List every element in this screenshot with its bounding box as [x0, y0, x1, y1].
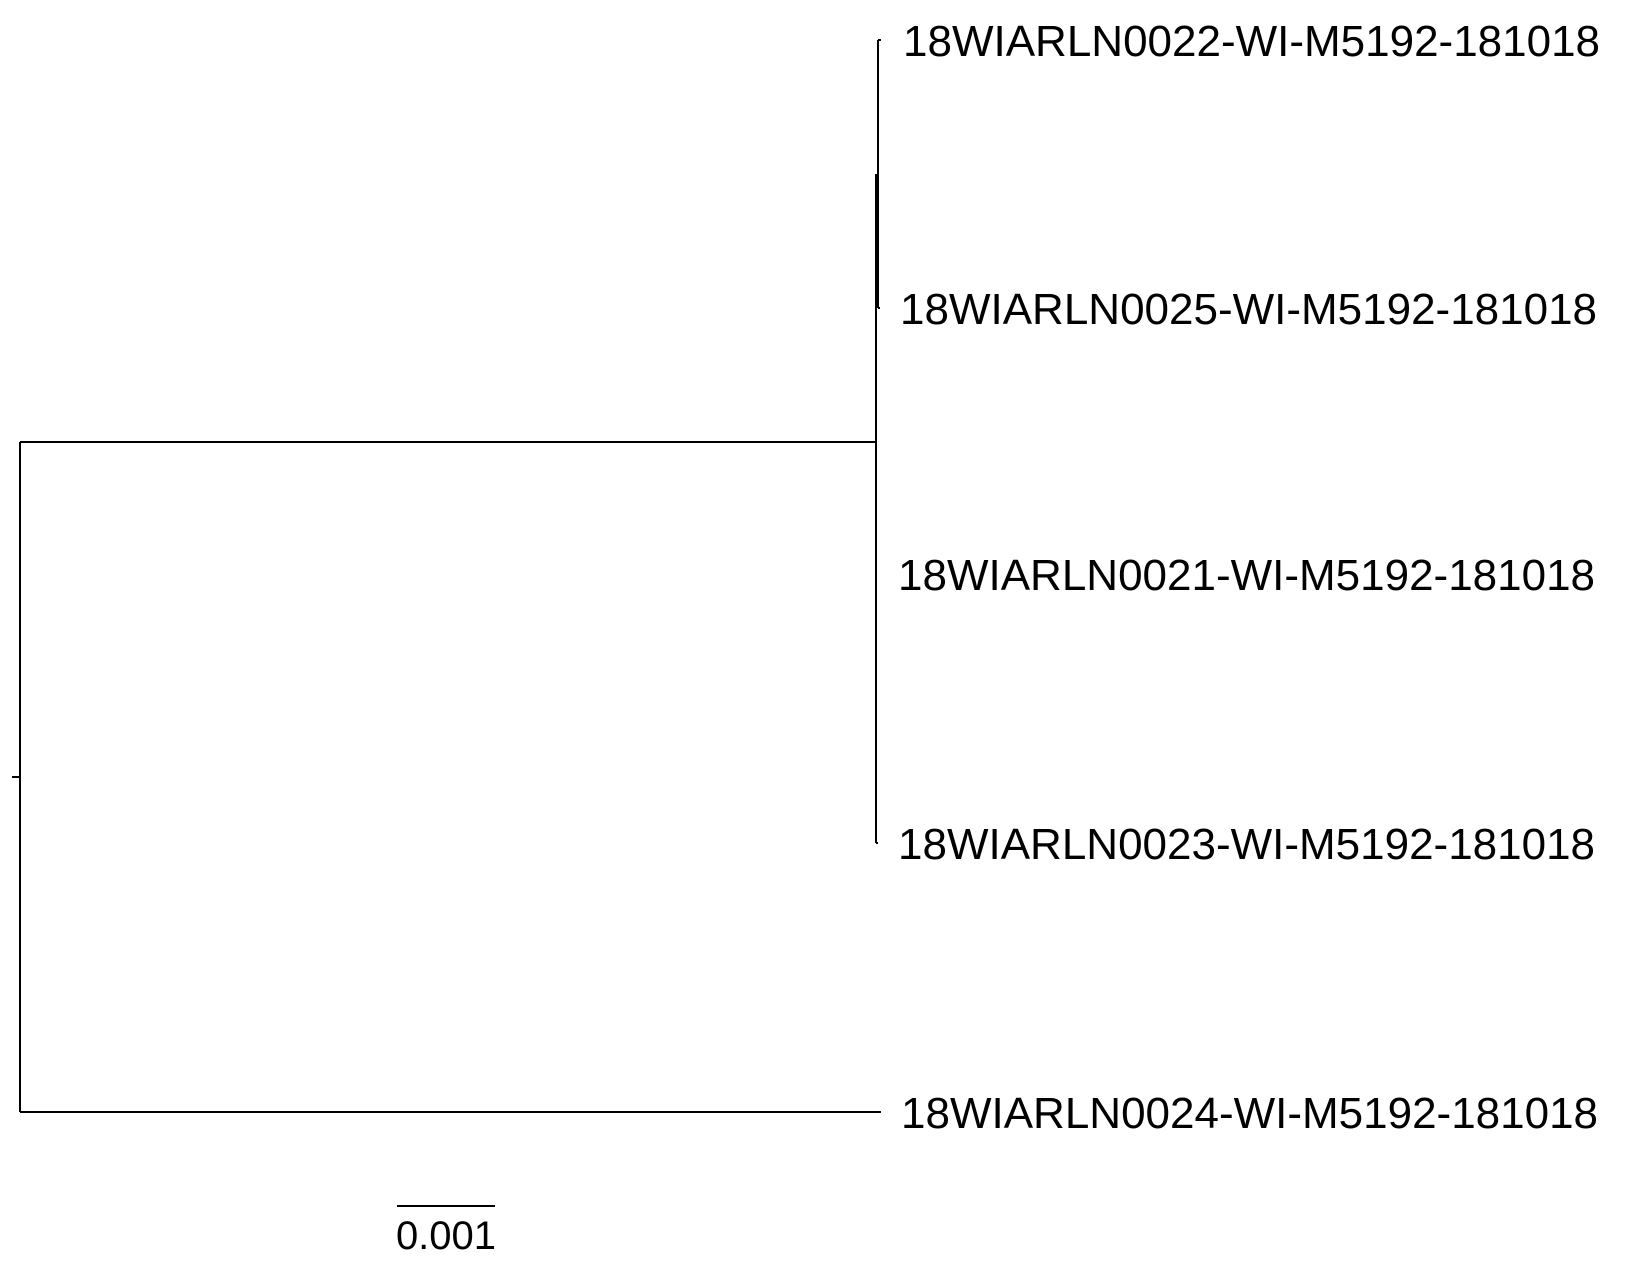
tip-label-22: 18WIARLN0022-WI-M5192-181018 — [903, 17, 1600, 66]
tip-label-21: 18WIARLN0021-WI-M5192-181018 — [898, 551, 1595, 600]
tip-label-25: 18WIARLN0025-WI-M5192-181018 — [900, 285, 1597, 334]
tip-label-23: 18WIARLN0023-WI-M5192-181018 — [898, 820, 1595, 869]
scale-bar-label: 0.001 — [396, 1214, 496, 1258]
tip-label-24: 18WIARLN0024-WI-M5192-181018 — [901, 1089, 1598, 1138]
